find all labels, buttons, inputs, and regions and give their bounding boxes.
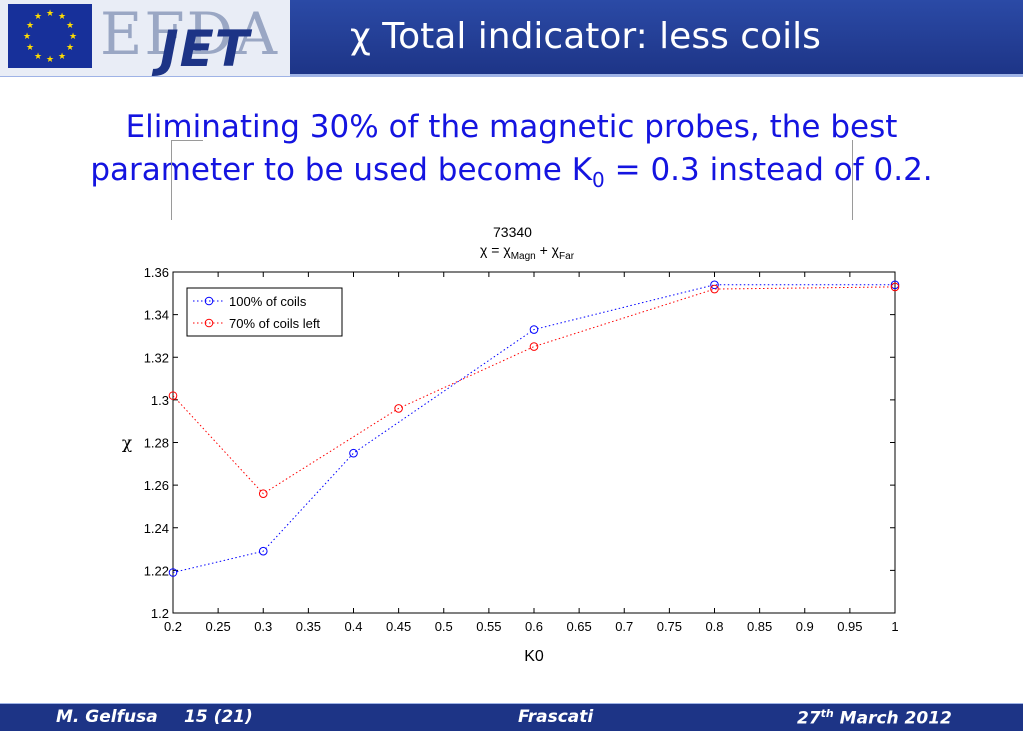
footer-date-sup: th xyxy=(820,707,834,720)
y-tick-label: 1.36 xyxy=(144,265,169,280)
svg-text:★: ★ xyxy=(58,52,66,62)
svg-text:★: ★ xyxy=(34,52,42,62)
header-divider xyxy=(0,74,1023,77)
x-tick-label: 0.85 xyxy=(747,619,772,634)
y-tick-label: 1.28 xyxy=(144,436,169,451)
x-tick-label: 0.95 xyxy=(837,619,862,634)
y-tick-label: 1.32 xyxy=(144,350,169,365)
x-tick-label: 0.9 xyxy=(796,619,814,634)
x-axis-label: K0 xyxy=(524,648,544,665)
footer-page: 15 (21) xyxy=(184,707,253,727)
svg-text:★: ★ xyxy=(34,12,42,22)
chart-subtitle-eq: = xyxy=(487,242,504,258)
frame-line-right xyxy=(852,140,853,220)
x-tick-label: 0.45 xyxy=(386,619,411,634)
y-tick-label: 1.34 xyxy=(144,308,169,323)
svg-text:★: ★ xyxy=(26,21,34,31)
x-tick-label: 0.3 xyxy=(254,619,272,634)
chart-subtitle-sub-1: Magn xyxy=(510,250,536,262)
data-point-2 xyxy=(890,282,900,292)
data-point-1 xyxy=(349,448,358,458)
svg-text:★: ★ xyxy=(66,21,74,31)
chart-subtitle: χ = χMagn + χFar xyxy=(480,242,574,262)
footer-date: 27th March 2012 xyxy=(797,707,952,729)
svg-text:★: ★ xyxy=(23,32,31,42)
y-tick-label: 1.3 xyxy=(151,393,169,408)
footer-bar xyxy=(0,704,1023,731)
x-tick-label: 0.35 xyxy=(296,619,321,634)
subtitle-line-2-post: = 0.3 instead of 0.2. xyxy=(604,152,933,188)
chart-subtitle-plus: + xyxy=(535,242,552,258)
data-point-2 xyxy=(394,404,403,413)
x-tick-label: 0.55 xyxy=(476,619,501,634)
legend-label-2: 70% of coils left xyxy=(229,316,320,331)
x-tick-label: 0.8 xyxy=(705,619,723,634)
subtitle-line-2: parameter to be used become K0 = 0.3 ins… xyxy=(30,149,993,202)
subtitle-line-2-pre: parameter to be used become K xyxy=(90,152,593,188)
frame-line-left xyxy=(171,140,172,220)
x-tick-label: 0.4 xyxy=(344,619,362,634)
y-tick-label: 1.2 xyxy=(151,606,169,621)
data-point-2 xyxy=(168,391,178,400)
legend-label-1: 100% of coils xyxy=(229,294,307,309)
legend-box xyxy=(186,287,343,337)
slide-title: χ Total indicator: less coils xyxy=(350,16,821,57)
y-tick-label: 1.22 xyxy=(144,563,169,578)
chart-title: 73340 xyxy=(493,224,532,240)
legend-marker-2 xyxy=(204,318,214,328)
footer-date-day: 27 xyxy=(797,708,821,729)
x-tick-label: 0.65 xyxy=(566,619,591,634)
footer-author: M. Gelfusa xyxy=(56,707,158,727)
svg-text:★: ★ xyxy=(69,32,77,42)
efda-logo-text: EFDA xyxy=(100,0,279,68)
data-point-2 xyxy=(529,342,539,351)
data-point-2 xyxy=(710,284,719,294)
data-point-1 xyxy=(890,280,900,290)
footer-date-rest: March 2012 xyxy=(833,708,952,729)
chart-subtitle-sub-2: Far xyxy=(559,250,575,262)
data-point-2 xyxy=(258,489,268,498)
series-line-1 xyxy=(172,284,895,573)
x-tick-label: 0.75 xyxy=(657,619,682,634)
data-point-1 xyxy=(258,546,268,556)
footer-location: Frascati xyxy=(518,707,594,727)
data-point-1 xyxy=(710,280,719,290)
y-tick-label: 1.26 xyxy=(144,478,169,493)
frame-line-top xyxy=(171,140,203,141)
eu-flag-icon: ★ ★ ★ ★ ★ ★ ★ ★ ★ ★ ★ ★ xyxy=(8,4,92,68)
chart-subtitle-chi-3: χ xyxy=(551,242,560,258)
x-tick-label: 1 xyxy=(891,619,898,634)
x-tick-label: 0.2 xyxy=(164,619,182,634)
svg-text:★: ★ xyxy=(66,43,74,53)
data-point-1 xyxy=(529,325,539,334)
x-tick-label: 0.25 xyxy=(205,619,230,634)
data-point-1 xyxy=(168,568,178,577)
svg-text:★: ★ xyxy=(46,9,54,19)
subtitle-line-1: Eliminating 30% of the magnetic probes, … xyxy=(125,109,898,145)
chart-subtitle-chi: χ xyxy=(480,242,488,258)
x-tick-label: 0.6 xyxy=(525,619,543,634)
svg-text:★: ★ xyxy=(46,55,54,65)
svg-text:★: ★ xyxy=(58,12,66,22)
slide-subtitle: Eliminating 30% of the magnetic probes, … xyxy=(30,106,993,202)
chart-subtitle-chi-2: χ xyxy=(503,242,511,258)
x-tick-label: 0.5 xyxy=(435,619,453,634)
y-axis-label: χ xyxy=(122,434,132,454)
subtitle-line-2-sub: 0 xyxy=(592,168,605,193)
y-tick-label: 1.24 xyxy=(144,521,169,536)
efda-jet-logo: ★ ★ ★ ★ ★ ★ ★ ★ ★ ★ ★ ★ EFDA JET xyxy=(0,0,290,78)
jet-logo-text: JET xyxy=(160,20,250,78)
x-tick-label: 0.7 xyxy=(615,619,633,634)
legend-marker-1 xyxy=(204,296,214,306)
svg-text:★: ★ xyxy=(26,43,34,53)
